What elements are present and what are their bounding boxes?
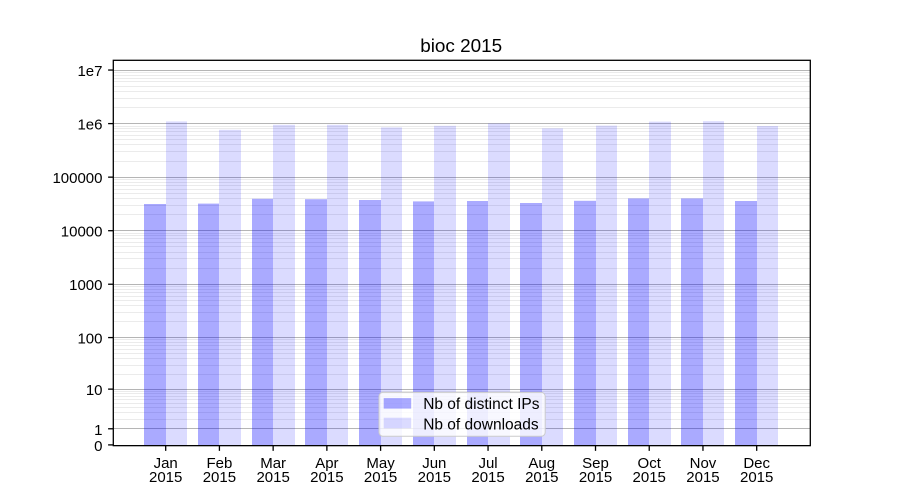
svg-text:2015: 2015: [579, 469, 612, 486]
svg-text:2015: 2015: [740, 469, 773, 486]
svg-text:Dec: Dec: [743, 455, 770, 472]
svg-text:0: 0: [94, 438, 102, 455]
svg-text:10: 10: [86, 382, 103, 399]
svg-text:1e6: 1e6: [77, 117, 102, 134]
svg-text:2015: 2015: [364, 469, 397, 486]
svg-text:2015: 2015: [418, 469, 451, 486]
svg-text:2015: 2015: [471, 469, 504, 486]
svg-text:2015: 2015: [256, 469, 289, 486]
svg-text:Jan: Jan: [154, 455, 178, 472]
svg-text:2015: 2015: [525, 469, 558, 486]
svg-text:Aug: Aug: [528, 455, 555, 472]
svg-text:10000: 10000: [61, 224, 103, 241]
svg-text:2015: 2015: [149, 469, 182, 486]
svg-text:2015: 2015: [203, 469, 236, 486]
svg-text:Apr: Apr: [315, 455, 338, 472]
svg-text:Feb: Feb: [206, 455, 232, 472]
svg-text:Mar: Mar: [260, 455, 286, 472]
svg-text:100: 100: [77, 331, 102, 348]
svg-text:bioc 2015: bioc 2015: [420, 36, 502, 57]
svg-text:Nov: Nov: [690, 455, 717, 472]
svg-text:May: May: [366, 455, 395, 472]
svg-text:Jun: Jun: [422, 455, 446, 472]
svg-text:Nb of downloads: Nb of downloads: [423, 416, 539, 433]
svg-text:2015: 2015: [310, 469, 343, 486]
svg-text:1: 1: [94, 422, 102, 439]
svg-text:1000: 1000: [69, 277, 102, 294]
svg-text:2015: 2015: [686, 469, 719, 486]
svg-text:Jul: Jul: [478, 455, 497, 472]
svg-text:2015: 2015: [633, 469, 666, 486]
svg-text:Sep: Sep: [582, 455, 609, 472]
svg-text:Oct: Oct: [638, 455, 662, 472]
svg-text:1e7: 1e7: [77, 63, 102, 80]
svg-text:Nb of distinct IPs: Nb of distinct IPs: [423, 396, 540, 413]
svg-text:100000: 100000: [52, 170, 102, 187]
